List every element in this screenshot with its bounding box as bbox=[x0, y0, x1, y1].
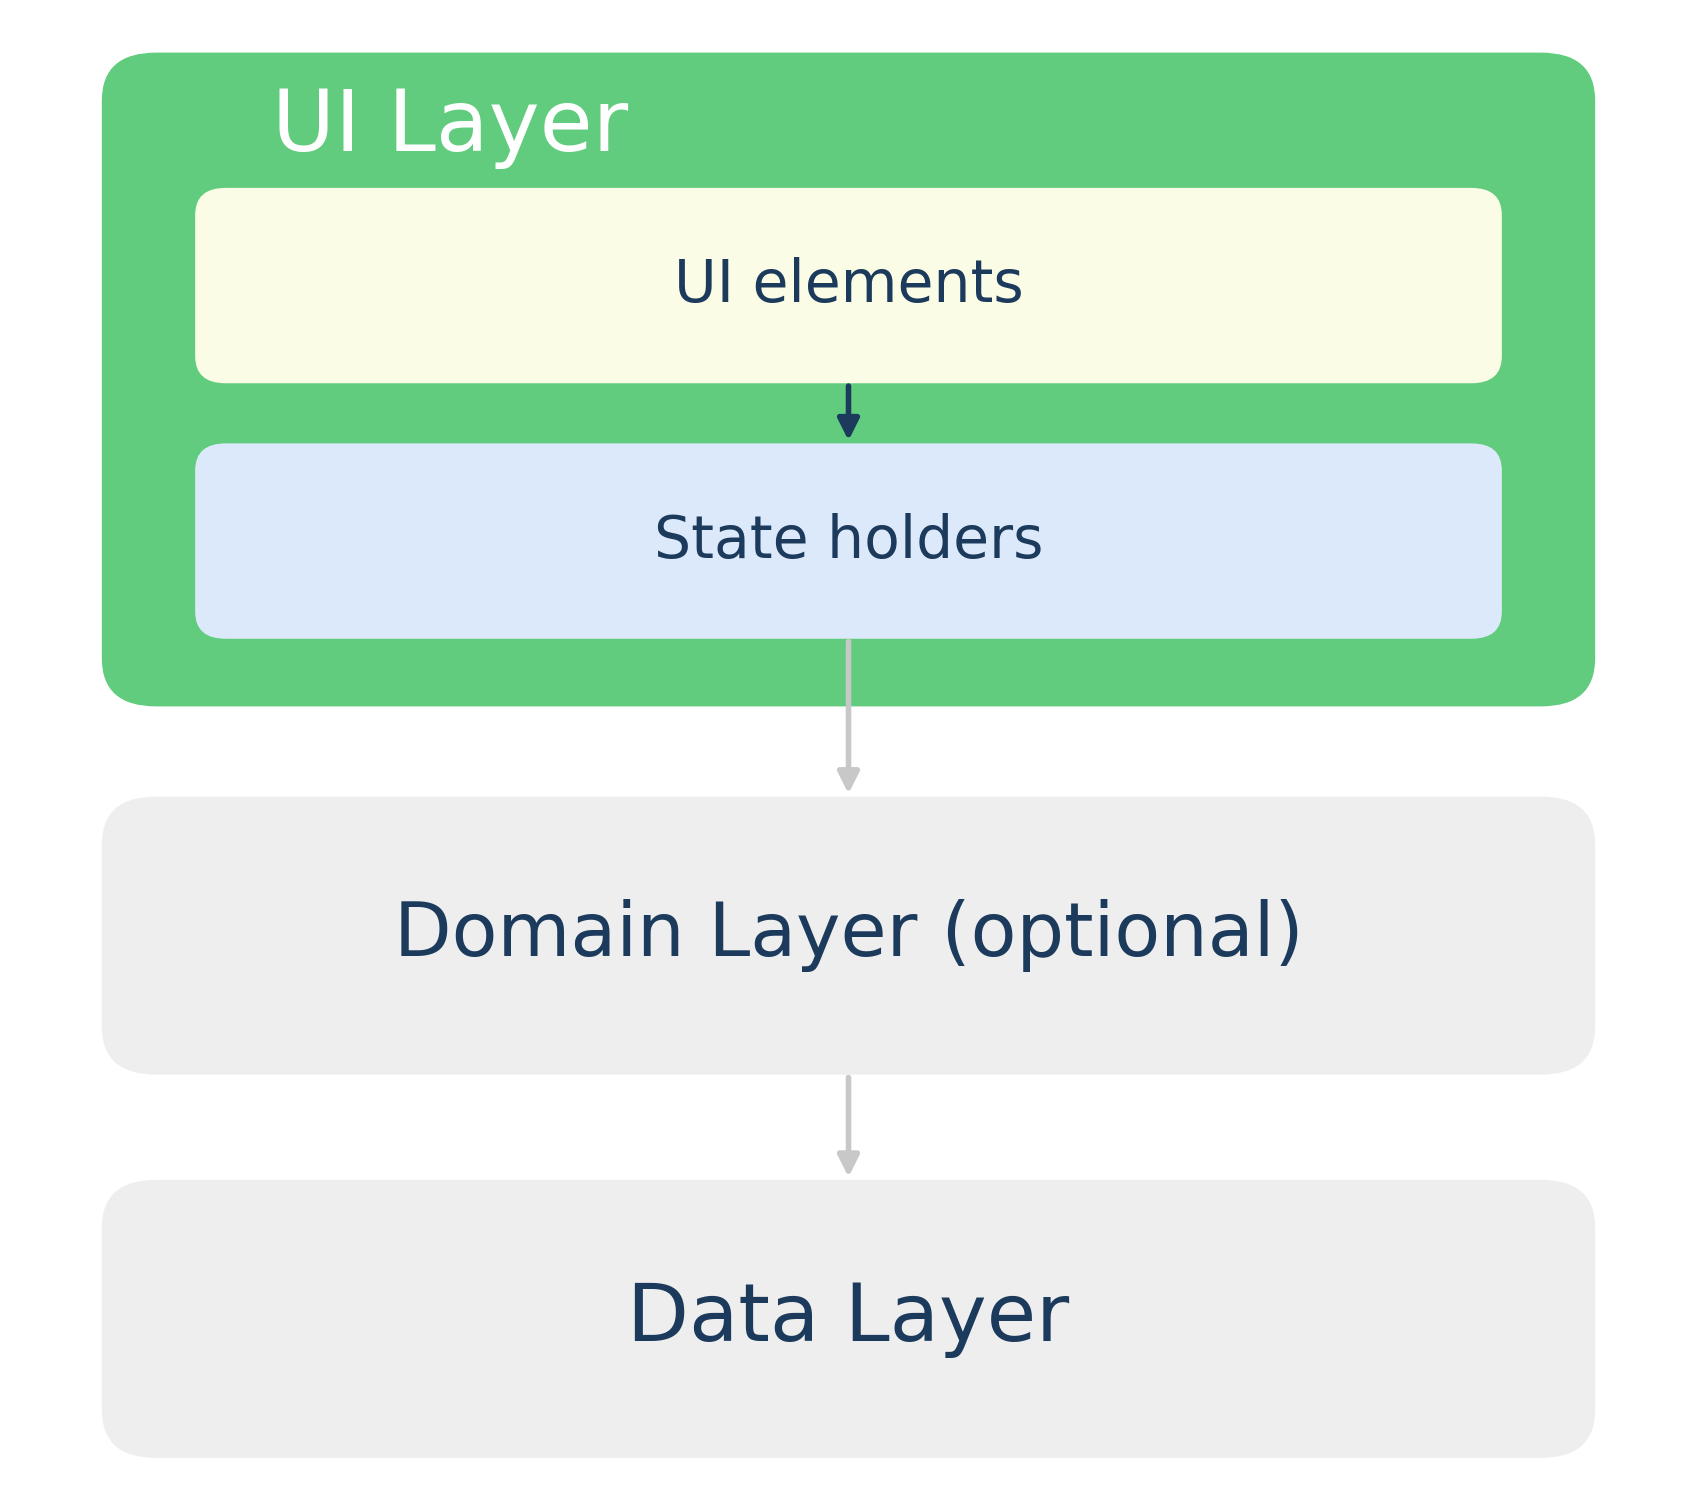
Text: Data Layer: Data Layer bbox=[628, 1281, 1069, 1357]
FancyBboxPatch shape bbox=[195, 188, 1502, 383]
Text: Domain Layer (optional): Domain Layer (optional) bbox=[394, 899, 1303, 972]
Text: State holders: State holders bbox=[653, 513, 1044, 570]
FancyBboxPatch shape bbox=[102, 1180, 1595, 1458]
FancyBboxPatch shape bbox=[195, 443, 1502, 639]
FancyBboxPatch shape bbox=[102, 53, 1595, 706]
FancyBboxPatch shape bbox=[102, 797, 1595, 1075]
Text: UI elements: UI elements bbox=[674, 257, 1023, 314]
Text: UI Layer: UI Layer bbox=[272, 86, 628, 170]
